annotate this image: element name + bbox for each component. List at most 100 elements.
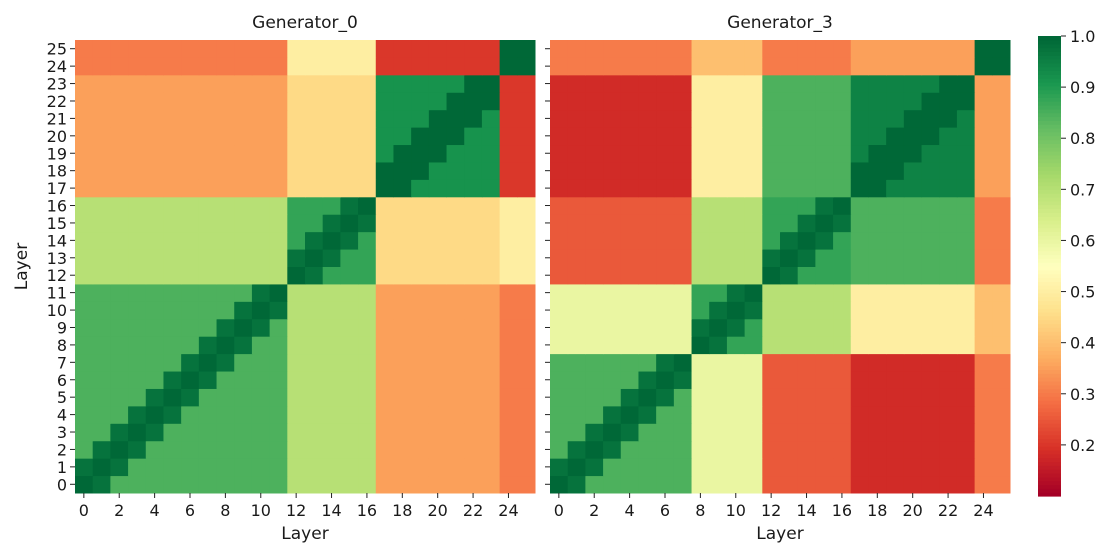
heatmap-cell — [128, 74, 147, 93]
heatmap-cell — [358, 249, 377, 267]
heatmap-cell — [585, 353, 604, 372]
y-tick-label: 23 — [47, 75, 67, 94]
heatmap-cell — [903, 92, 923, 111]
heatmap-cell — [603, 196, 622, 215]
heatmap-cell — [287, 179, 306, 198]
heatmap-cell — [428, 423, 448, 442]
heatmap-cell — [110, 423, 129, 442]
heatmap-cell — [411, 109, 430, 128]
heatmap-cell — [340, 231, 359, 250]
heatmap-cell — [974, 214, 993, 233]
heatmap-cell — [656, 475, 675, 494]
heatmap-cell — [517, 249, 536, 267]
heatmap-cell — [163, 127, 182, 146]
heatmap-cell — [110, 336, 129, 355]
heatmap-cell — [428, 40, 448, 58]
heatmap-cell — [762, 196, 781, 215]
heatmap-cell — [198, 318, 218, 337]
colorbar-segment — [1038, 93, 1061, 98]
heatmap-cell — [673, 336, 693, 355]
colorbar-segment — [1038, 254, 1061, 259]
heatmap-cell — [603, 266, 622, 285]
heatmap-cell — [762, 283, 781, 302]
heatmap-cell — [850, 74, 869, 93]
heatmap-cell — [305, 92, 324, 111]
x-axis-label: Layer — [281, 524, 328, 544]
colorbar-segment — [1038, 139, 1061, 144]
heatmap-cell — [128, 318, 147, 337]
colorbar-segment — [1038, 185, 1061, 190]
heatmap-cell — [499, 388, 518, 407]
heatmap-cell — [992, 214, 1011, 233]
heatmap-cell — [815, 266, 834, 285]
heatmap-cell — [815, 127, 834, 146]
heatmap-cell — [110, 161, 129, 180]
heatmap-cell — [886, 371, 905, 389]
heatmap-cell — [145, 371, 164, 389]
heatmap-cell — [393, 214, 412, 233]
heatmap-cell — [110, 318, 129, 337]
heatmap-cell — [992, 40, 1011, 58]
heatmap-cell — [481, 127, 501, 146]
colorbar-segment — [1038, 319, 1061, 325]
heatmap-cell — [322, 127, 341, 146]
heatmap-cell — [550, 109, 569, 128]
heatmap-cell — [358, 301, 377, 320]
heatmap-cell — [726, 196, 746, 215]
heatmap-cell — [762, 144, 781, 163]
heatmap-cell — [481, 92, 501, 111]
heatmap-cell — [638, 74, 657, 93]
heatmap-cell — [833, 283, 852, 302]
heatmap-cell — [868, 458, 887, 477]
heatmap-cell — [567, 353, 586, 372]
heatmap-cell — [92, 353, 111, 372]
heatmap-cell — [128, 458, 147, 477]
heatmap-cell — [358, 371, 377, 389]
heatmap-cell — [638, 109, 657, 128]
heatmap-cell — [868, 179, 887, 198]
heatmap-cell — [886, 388, 905, 407]
heatmap-cell — [428, 388, 448, 407]
heatmap-cell — [340, 196, 359, 215]
heatmap-cell — [815, 109, 834, 128]
heatmap-cell — [850, 249, 869, 267]
heatmap-cell — [375, 475, 394, 494]
heatmap-cell — [956, 57, 976, 76]
heatmap-cell — [340, 423, 359, 442]
heatmap-cell — [499, 161, 518, 180]
x-tick-label: 8 — [695, 501, 705, 520]
heatmap-cell — [656, 371, 675, 389]
heatmap-cell — [992, 318, 1011, 337]
heatmap-cell — [744, 249, 763, 267]
heatmap-cell — [638, 283, 657, 302]
heatmap-cell — [921, 318, 940, 337]
heatmap-cell — [110, 144, 129, 163]
heatmap-cell — [287, 405, 306, 424]
heatmap-cell — [92, 249, 111, 267]
heatmap-cell — [939, 405, 958, 424]
x-tick-label: 12 — [286, 501, 306, 520]
heatmap-cell — [464, 57, 483, 76]
colorbar-segment — [1038, 39, 1061, 45]
heatmap-cell — [585, 196, 604, 215]
heatmap-cell — [375, 57, 394, 76]
heatmap-cell — [375, 266, 394, 285]
heatmap-cell — [517, 92, 536, 111]
heatmap-cell — [163, 214, 182, 233]
heatmap-cell — [921, 161, 940, 180]
heatmap-cell — [673, 74, 693, 93]
heatmap-cell — [744, 458, 763, 477]
heatmap-cell — [375, 74, 394, 93]
heatmap-cell — [992, 57, 1011, 76]
heatmap-cell — [886, 144, 905, 163]
heatmap-cell — [411, 266, 430, 285]
heatmap-cell — [550, 214, 569, 233]
heatmap-cell — [464, 371, 483, 389]
heatmap-cell — [974, 440, 993, 459]
heatmap-cell — [216, 92, 235, 111]
heatmap-cell — [305, 440, 324, 459]
heatmap-cell — [358, 353, 377, 372]
heatmap-cell — [956, 249, 976, 267]
heatmap-cell — [251, 353, 271, 372]
heatmap-cell — [75, 196, 94, 215]
